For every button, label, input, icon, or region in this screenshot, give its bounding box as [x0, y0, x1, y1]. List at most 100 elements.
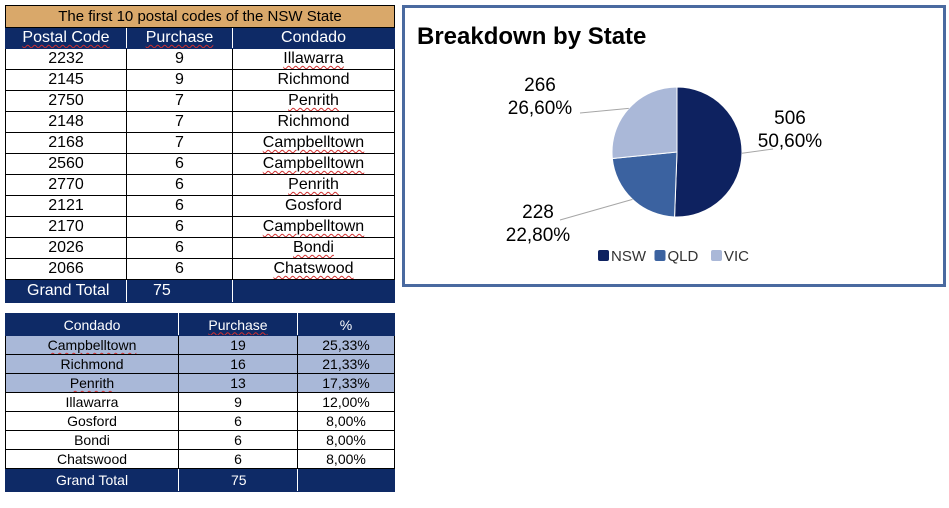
grand-total-value[interactable]: 75: [126, 279, 233, 303]
table-row[interactable]: 2026 6 Bondi: [5, 237, 395, 259]
condado-cell[interactable]: Chatswood: [5, 449, 179, 469]
pie-slice-vic[interactable]: [611, 86, 678, 160]
purchase-cell[interactable]: 6: [126, 195, 233, 217]
grand-total-empty[interactable]: [232, 279, 395, 303]
postal-code-cell[interactable]: 2145: [5, 69, 127, 91]
condado-cell[interactable]: Illawarra: [5, 392, 179, 412]
condado-cell[interactable]: Bondi: [5, 430, 179, 450]
purchase-cell[interactable]: 7: [126, 111, 233, 133]
postal-code-cell[interactable]: 2770: [5, 174, 127, 196]
purchase-cell[interactable]: 6: [178, 449, 298, 469]
percent-cell[interactable]: 12,00%: [297, 392, 395, 412]
purchase-cell[interactable]: 7: [126, 132, 233, 154]
data-label-percent-nsw[interactable]: 50,60%: [758, 131, 823, 152]
table-row[interactable]: Chatswood 6 8,00%: [5, 449, 395, 469]
table-row[interactable]: 2232 9 Illawarra: [5, 48, 395, 70]
condado-cell[interactable]: Richmond: [232, 111, 395, 133]
pie-slice-nsw[interactable]: [674, 86, 743, 218]
condado-cell[interactable]: Gosford: [232, 195, 395, 217]
postal-code-cell[interactable]: 2750: [5, 90, 127, 112]
legend-label-qld[interactable]: QLD: [668, 248, 699, 265]
condado-cell[interactable]: Campbelltown: [232, 132, 395, 154]
table-row[interactable]: 2170 6 Campbelltown: [5, 216, 395, 238]
condado-cell[interactable]: Gosford: [5, 411, 179, 431]
grand-total-label[interactable]: Grand Total: [5, 468, 179, 492]
legend-label-vic[interactable]: VIC: [724, 248, 749, 265]
condado-cell[interactable]: Richmond: [232, 69, 395, 91]
purchase-cell[interactable]: 6: [178, 411, 298, 431]
postal-code-cell[interactable]: 2026: [5, 237, 127, 259]
percent-cell[interactable]: 8,00%: [297, 449, 395, 469]
purchase-cell[interactable]: 6: [178, 430, 298, 450]
table-row[interactable]: 2560 6 Campbelltown: [5, 153, 395, 175]
table-row[interactable]: Illawarra 9 12,00%: [5, 392, 395, 412]
postal-code-cell[interactable]: 2170: [5, 216, 127, 238]
postal-code-cell[interactable]: 2121: [5, 195, 127, 217]
condado-cell[interactable]: Campbelltown: [232, 216, 395, 238]
purchase-cell[interactable]: 16: [178, 354, 298, 374]
legend-swatch-qld[interactable]: [654, 250, 666, 261]
table-row[interactable]: 2145 9 Richmond: [5, 69, 395, 91]
postal-code-cell[interactable]: 2148: [5, 111, 127, 133]
purchase-cell[interactable]: 6: [126, 258, 233, 280]
data-label-percent-vic[interactable]: 26,60%: [508, 98, 573, 119]
col-header-purchase[interactable]: Purchase: [178, 313, 298, 336]
purchase-cell[interactable]: 19: [178, 335, 298, 355]
data-label-value-vic[interactable]: 266: [524, 75, 556, 96]
table-row[interactable]: Penrith 13 17,33%: [5, 373, 395, 393]
data-label-percent-qld[interactable]: 22,80%: [506, 225, 571, 246]
condado-cell[interactable]: Illawarra: [232, 48, 395, 70]
postal-code-cell[interactable]: 2168: [5, 132, 127, 154]
legend-label-nsw[interactable]: NSW: [611, 248, 647, 265]
condado-cell[interactable]: Penrith: [232, 90, 395, 112]
purchase-cell[interactable]: 6: [126, 174, 233, 196]
postal-code-cell[interactable]: 2066: [5, 258, 127, 280]
col-header-percent[interactable]: %: [297, 313, 395, 336]
col-header-purchase[interactable]: Purchase: [126, 27, 233, 49]
purchase-cell[interactable]: 13: [178, 373, 298, 393]
postal-code-cell[interactable]: 2232: [5, 48, 127, 70]
pie-slice-qld[interactable]: [611, 151, 678, 218]
legend-swatch-nsw[interactable]: [598, 250, 609, 261]
percent-cell[interactable]: 8,00%: [297, 411, 395, 431]
grand-total-label[interactable]: Grand Total: [5, 279, 127, 303]
grand-total-row[interactable]: Grand Total 75: [5, 279, 395, 303]
table-row[interactable]: 2168 7 Campbelltown: [5, 132, 395, 154]
table-row[interactable]: Richmond 16 21,33%: [5, 354, 395, 374]
percent-cell[interactable]: 8,00%: [297, 430, 395, 450]
condado-cell[interactable]: Chatswood: [232, 258, 395, 280]
data-label-value-qld[interactable]: 228: [522, 202, 554, 223]
table-row[interactable]: 2770 6 Penrith: [5, 174, 395, 196]
table-row[interactable]: 2750 7 Penrith: [5, 90, 395, 112]
table-row[interactable]: 2066 6 Chatswood: [5, 258, 395, 280]
purchase-cell[interactable]: 6: [126, 237, 233, 259]
postal-code-cell[interactable]: 2560: [5, 153, 127, 175]
percent-cell[interactable]: 21,33%: [297, 354, 395, 374]
condado-cell[interactable]: Penrith: [232, 174, 395, 196]
grand-total-row[interactable]: Grand Total 75: [5, 468, 395, 492]
table-row[interactable]: Campbelltown 19 25,33%: [5, 335, 395, 355]
purchase-cell[interactable]: 9: [178, 392, 298, 412]
legend-swatch-vic[interactable]: [711, 250, 722, 261]
purchase-cell[interactable]: 9: [126, 48, 233, 70]
percent-cell[interactable]: 25,33%: [297, 335, 395, 355]
table-row[interactable]: Bondi 6 8,00%: [5, 430, 395, 450]
table-row[interactable]: 2148 7 Richmond: [5, 111, 395, 133]
purchase-cell[interactable]: 9: [126, 69, 233, 91]
table-row[interactable]: 2121 6 Gosford: [5, 195, 395, 217]
condado-cell[interactable]: Campbelltown: [5, 335, 179, 355]
col-header-condado[interactable]: Condado: [232, 27, 395, 49]
condado-cell[interactable]: Penrith: [5, 373, 179, 393]
percent-cell[interactable]: 17,33%: [297, 373, 395, 393]
purchase-cell[interactable]: 6: [126, 216, 233, 238]
table-row[interactable]: Gosford 6 8,00%: [5, 411, 395, 431]
condado-cell[interactable]: Bondi: [232, 237, 395, 259]
grand-total-value[interactable]: 75: [178, 468, 298, 492]
condado-cell[interactable]: Richmond: [5, 354, 179, 374]
condado-cell[interactable]: Campbelltown: [232, 153, 395, 175]
purchase-cell[interactable]: 6: [126, 153, 233, 175]
purchase-cell[interactable]: 7: [126, 90, 233, 112]
state-breakdown-chart[interactable]: 506 50,60% 228 22,80% 266 26,60% NSW QLD VIC Bre…: [402, 5, 946, 287]
col-header-postal-code[interactable]: Postal Code: [5, 27, 127, 49]
